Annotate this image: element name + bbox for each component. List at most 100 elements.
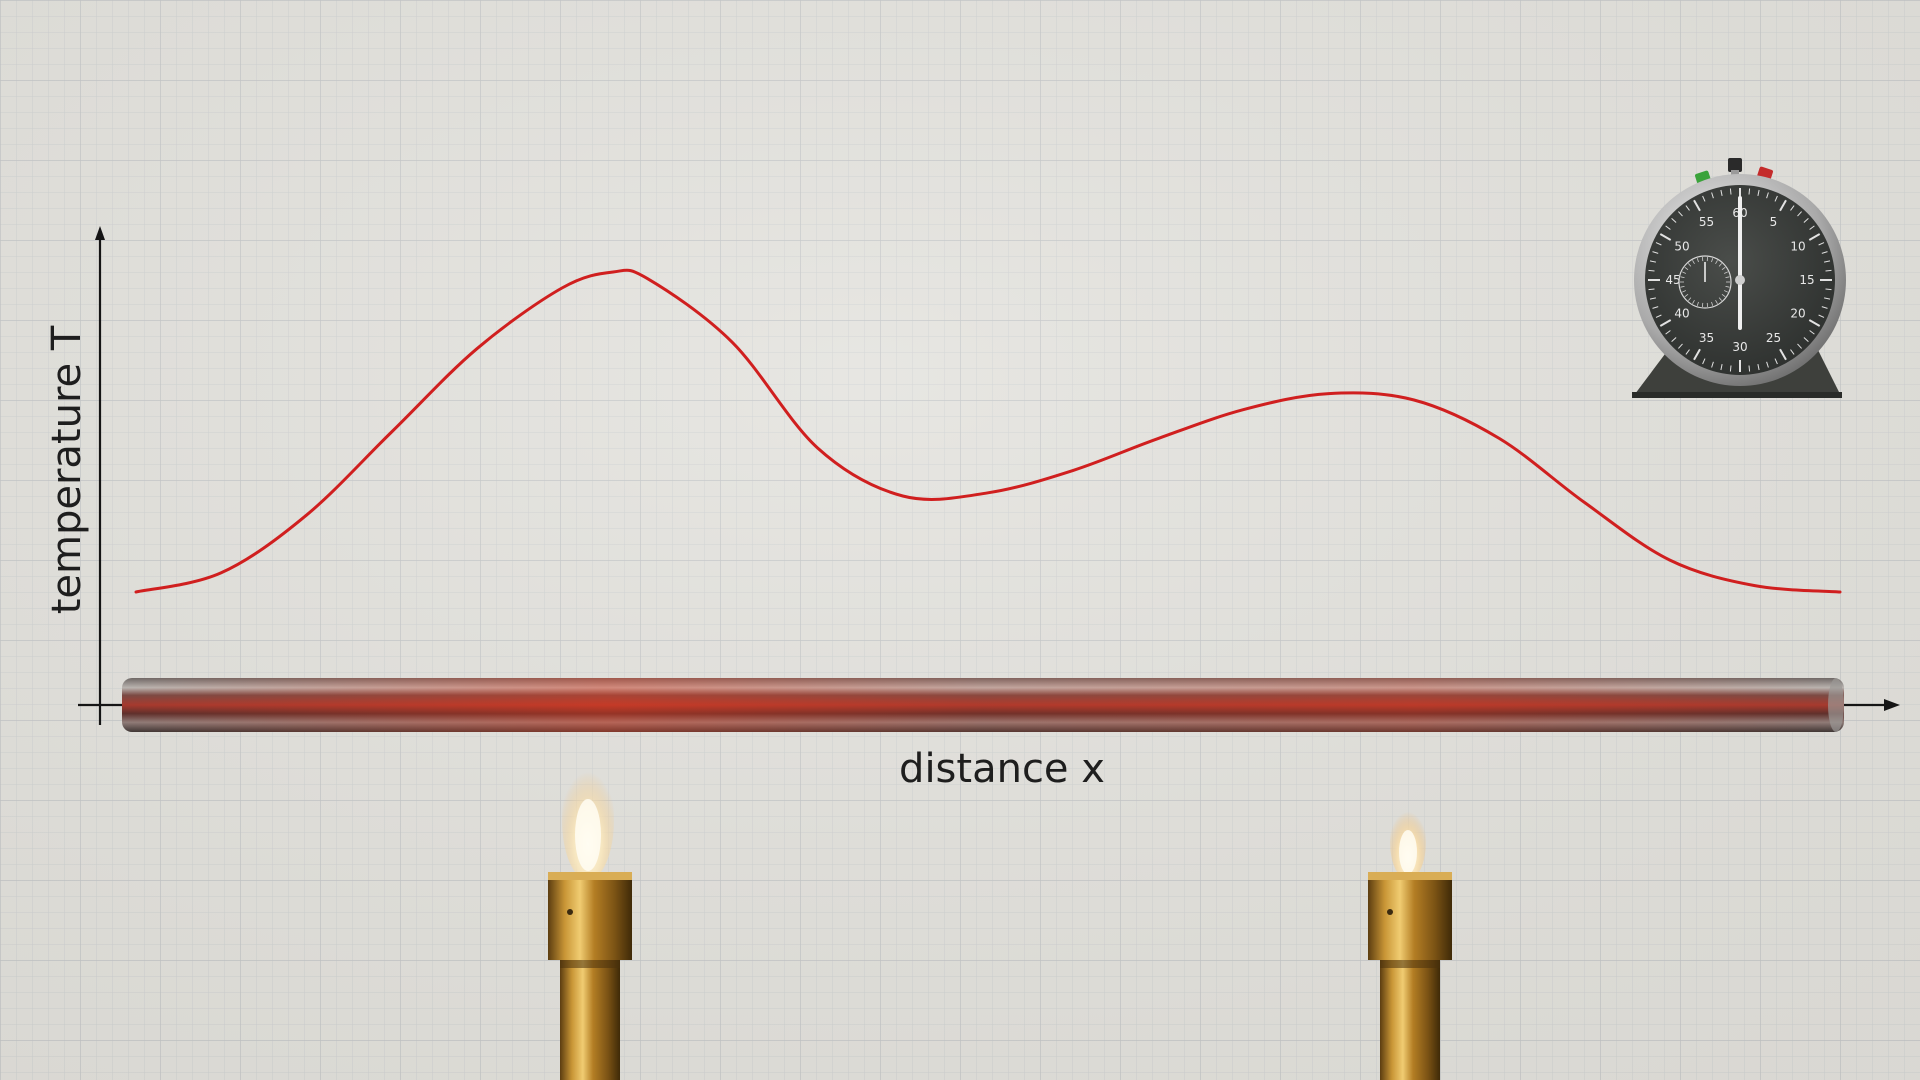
stopwatch-dial-number: 20: [1790, 307, 1805, 321]
stopwatch-subdial-tick: [1680, 276, 1685, 278]
stopwatch-subdial-tick: [1682, 271, 1686, 274]
stopwatch-tick: [1729, 365, 1732, 372]
stopwatch-tick: [1790, 349, 1795, 355]
stopwatch-tick: [1774, 195, 1778, 202]
stopwatch-tick: [1693, 199, 1701, 212]
stopwatch-dial-number: 15: [1799, 273, 1814, 287]
stopwatch-subdial-tick: [1692, 260, 1695, 264]
stopwatch-tick: [1808, 319, 1821, 327]
burner-stem: [1380, 960, 1440, 1080]
stopwatch-tick: [1748, 188, 1751, 195]
stopwatch-subdial-tick: [1718, 263, 1723, 267]
stopwatch-dial-number: 30: [1732, 340, 1747, 354]
flame-core: [1399, 830, 1417, 874]
stopwatch-tick: [1766, 361, 1769, 368]
stopwatch-tick: [1659, 233, 1672, 241]
burner-rim: [1368, 872, 1452, 880]
stopwatch-tick: [1818, 314, 1825, 318]
burner-right: [1368, 804, 1452, 1080]
stopwatch-hub: [1735, 275, 1745, 285]
stopwatch-icon: 60510152025303540455055: [1632, 158, 1846, 398]
stopwatch-tick: [1702, 195, 1706, 202]
stopwatch-tick: [1711, 192, 1714, 199]
stopwatch-tick: [1685, 349, 1690, 355]
stopwatch-tick: [1757, 189, 1760, 196]
stopwatch-tick: [1757, 364, 1760, 371]
stopwatch-tick: [1678, 343, 1683, 349]
burner-stem: [560, 960, 620, 1080]
burner-rim: [548, 872, 632, 880]
stopwatch-tick: [1808, 233, 1821, 241]
x-axis-label: distance x: [899, 746, 1105, 792]
stopwatch-subdial-tick: [1715, 300, 1718, 304]
stopwatch-dial-number: 25: [1766, 331, 1781, 345]
stopwatch-tick: [1824, 260, 1831, 263]
stopwatch-subdial-ticks: [1680, 257, 1730, 307]
stopwatch-subdial-tick: [1724, 290, 1728, 293]
burner-air-hole: [567, 909, 573, 915]
stopwatch-subdial-tick: [1724, 271, 1728, 274]
burner-collar-shadow: [1380, 960, 1440, 968]
stopwatch-subdial-tick: [1711, 301, 1714, 306]
stopwatch-tick: [1678, 211, 1683, 217]
stopwatch-tick: [1748, 365, 1751, 372]
stopwatch-tick: [1665, 330, 1671, 335]
stopwatch-tick: [1671, 218, 1677, 223]
burner-left: [548, 760, 632, 1080]
stopwatch-dial-numbers: 60510152025303540455055: [1665, 206, 1814, 354]
burner-air-hole: [1387, 909, 1393, 915]
stopwatch-subdial-tick: [1725, 286, 1730, 288]
stopwatch-subdial-tick: [1721, 266, 1726, 271]
stopwatch-dial-number: 35: [1699, 331, 1714, 345]
rod-end-cap: [1828, 678, 1844, 732]
y-axis-arrow-icon: [95, 226, 105, 240]
stopwatch-tick: [1720, 364, 1723, 371]
stopwatch-tick: [1648, 288, 1655, 291]
stopwatch-subdial-tick: [1711, 258, 1714, 263]
stopwatch-tick: [1649, 297, 1656, 300]
stopwatch-subdial-tick: [1682, 290, 1686, 293]
stopwatch-dial-number: 40: [1674, 307, 1689, 321]
stopwatch-dial-number: 45: [1665, 273, 1680, 287]
stopwatch-subdial: [1678, 255, 1732, 309]
stopwatch-tick: [1825, 288, 1832, 291]
stopwatch-tick: [1655, 242, 1662, 246]
stopwatch-tick: [1809, 330, 1815, 335]
stopwatch-tick: [1774, 358, 1778, 365]
stopwatch-black-button: [1728, 158, 1742, 172]
stopwatch-subdial-tick: [1725, 276, 1730, 278]
stopwatch-tick: [1821, 306, 1828, 309]
stopwatch-subdial-tick: [1680, 286, 1685, 288]
stopwatch-dial-number: 50: [1674, 240, 1689, 254]
stopwatch-dial-number: 10: [1790, 240, 1805, 254]
stopwatch-tick: [1665, 225, 1671, 230]
stopwatch-subdial-tick: [1696, 258, 1699, 263]
stopwatch-tick: [1790, 205, 1795, 211]
stopwatch-tick: [1824, 297, 1831, 300]
temperature-curve: [134, 268, 1842, 594]
stopwatch-tick: [1825, 269, 1832, 272]
stopwatch-tick: [1693, 348, 1701, 361]
stopwatch-tick: [1648, 269, 1655, 272]
stopwatch-dial-number: 55: [1699, 215, 1714, 229]
burner-head: [1368, 876, 1452, 960]
stopwatch-subdial-tick: [1721, 293, 1726, 298]
stopwatch-tick: [1720, 189, 1723, 196]
stopwatch-subdial-tick: [1687, 297, 1692, 301]
copper-rod: [122, 678, 1844, 732]
stopwatch-tick: [1779, 199, 1787, 212]
stopwatch-subdial-tick: [1718, 297, 1723, 301]
stopwatch-tick: [1652, 251, 1659, 254]
stopwatch-tick: [1685, 205, 1690, 211]
stopwatch-tick: [1702, 358, 1706, 365]
stopwatch-tick: [1803, 337, 1809, 342]
stopwatch-subdial-tick: [1684, 266, 1689, 271]
stopwatch-tick: [1803, 218, 1809, 223]
stopwatch-subdial-tick: [1696, 301, 1699, 306]
flame-core: [575, 799, 601, 871]
stopwatch-tick: [1652, 306, 1659, 309]
stopwatch-tick: [1711, 361, 1714, 368]
